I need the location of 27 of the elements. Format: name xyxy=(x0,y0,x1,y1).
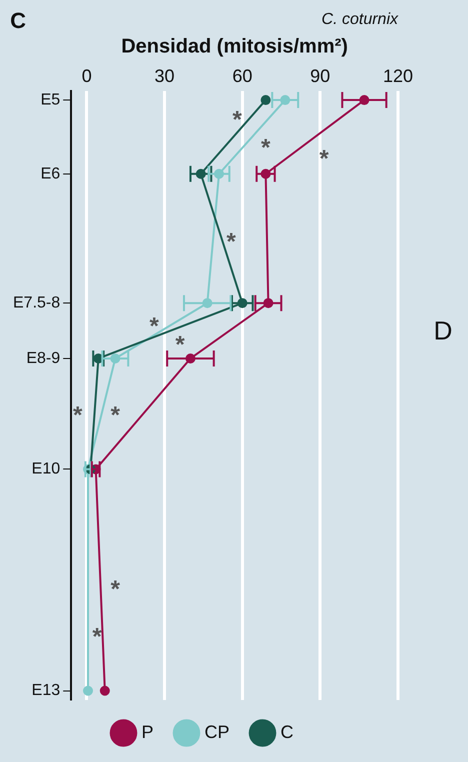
annotation: * xyxy=(175,332,186,359)
x-axis-title: Densidad (mitosis/mm²) xyxy=(121,36,348,58)
x-tick-label: 120 xyxy=(382,66,414,86)
y-tick-label: E7.5-8 xyxy=(13,294,60,312)
legend-label: P xyxy=(141,722,154,742)
y-tick-label: E8-9 xyxy=(26,350,60,367)
annotation: * xyxy=(261,134,272,162)
x-tick-label: 90 xyxy=(310,66,330,86)
y-tick-label: E10 xyxy=(32,460,60,478)
text: D xyxy=(434,315,452,346)
annotation: * xyxy=(232,106,242,134)
annotation: * xyxy=(72,402,83,429)
y-tick-label: E5 xyxy=(40,91,60,108)
annotation: * xyxy=(110,402,121,429)
annotation: * xyxy=(319,146,330,173)
y-tick-label: E6 xyxy=(40,165,60,182)
legend-label: C xyxy=(280,722,294,742)
y-tick-label: E13 xyxy=(32,682,60,700)
annotation: * xyxy=(110,576,121,604)
legend-label: CP xyxy=(204,722,230,742)
text: C xyxy=(10,8,26,34)
chart-subtitle: C. coturnix xyxy=(322,11,399,28)
annotation: * xyxy=(149,313,160,340)
annotation: * xyxy=(226,228,237,256)
x-tick-label: 30 xyxy=(154,66,175,86)
x-tick-label: 0 xyxy=(82,66,92,86)
x-tick-label: 60 xyxy=(232,66,252,86)
